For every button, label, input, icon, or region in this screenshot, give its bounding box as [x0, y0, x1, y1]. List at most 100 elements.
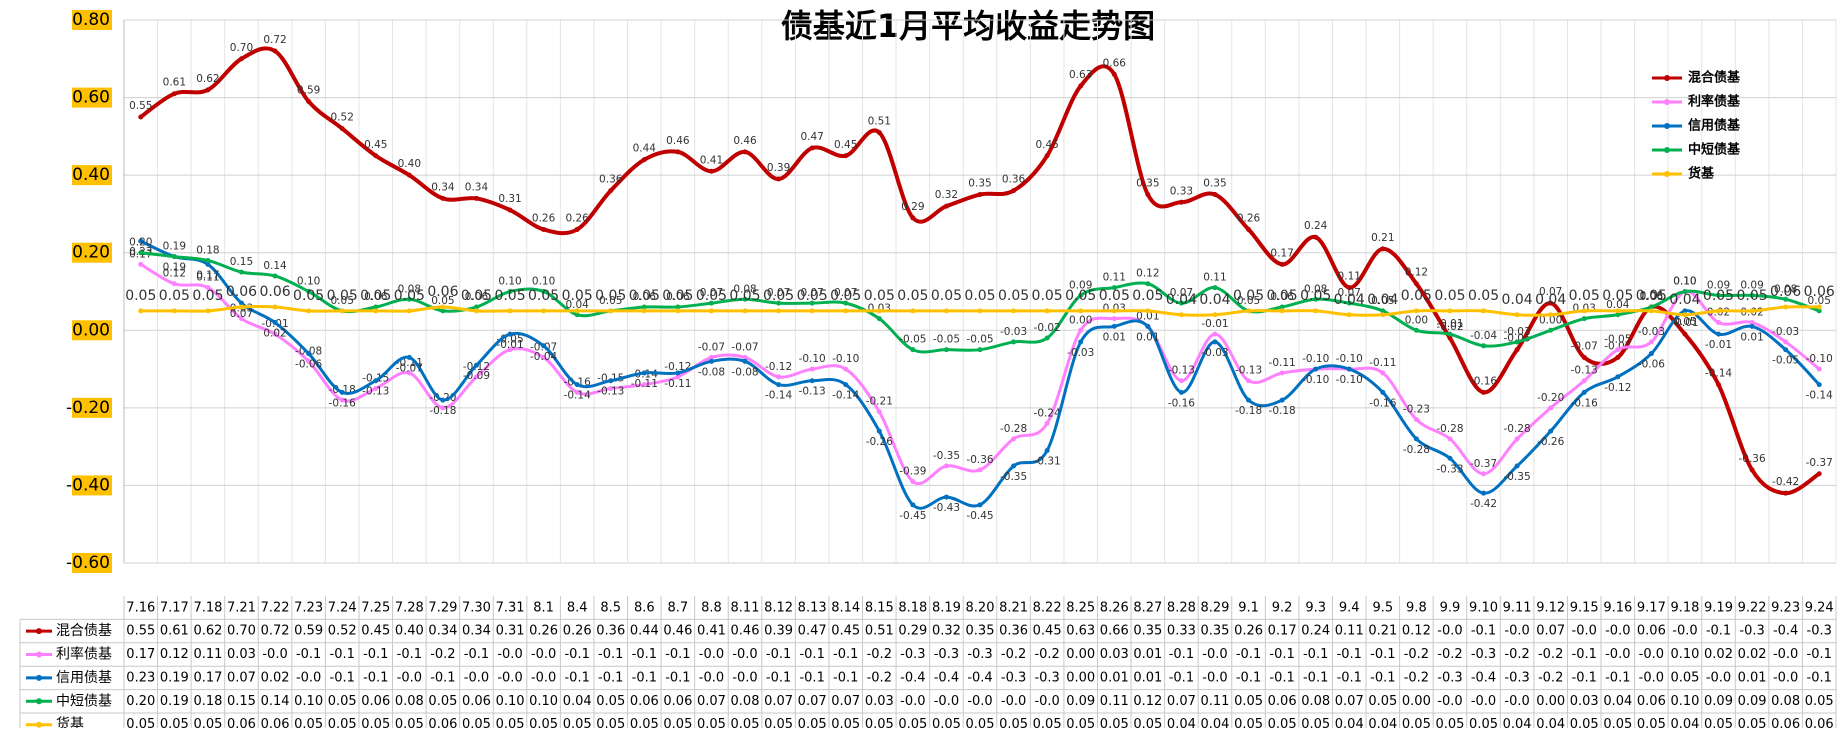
data-label: -0.11: [1369, 357, 1396, 369]
point: [1481, 490, 1487, 496]
point: [1682, 308, 1688, 314]
point: [272, 331, 278, 337]
point: [1178, 199, 1184, 205]
data-label: 0.20: [129, 237, 152, 249]
table-cell: -0.1: [430, 670, 455, 685]
point: [1548, 405, 1554, 411]
point: [272, 304, 278, 310]
data-label: -0.05: [1604, 334, 1631, 346]
data-label: -0.14: [1705, 368, 1732, 380]
table-cell: 0.07: [227, 670, 256, 685]
point: [1246, 397, 1252, 403]
data-label: -0.01: [1436, 318, 1463, 330]
table-key-dot: [36, 628, 42, 635]
x-tick-label: 8.25: [1066, 601, 1095, 616]
x-tick-label: 9.8: [1406, 601, 1427, 616]
point: [171, 308, 177, 314]
data-label: -0.37: [1470, 458, 1497, 470]
table-cell: -0.4: [967, 670, 992, 685]
point: [138, 238, 144, 244]
table-cell: -0.0: [531, 647, 556, 662]
table-cell: 0.04: [1368, 717, 1397, 728]
point: [1078, 339, 1084, 345]
data-label: 0.36: [599, 174, 623, 186]
point: [1581, 316, 1587, 322]
data-label: -0.12: [765, 361, 792, 373]
table-cell: -0.1: [1236, 670, 1261, 685]
point: [1111, 308, 1117, 314]
point: [406, 370, 412, 376]
table-key-dot: [36, 698, 42, 705]
data-label: 0.10: [1673, 276, 1696, 288]
data-label: 0.10: [1673, 276, 1696, 288]
table-cell: 0.45: [1033, 624, 1062, 639]
table-cell: 0.15: [227, 694, 256, 709]
point: [272, 48, 278, 54]
data-label: 0.05: [562, 288, 593, 304]
y-tick-bg: [72, 165, 112, 186]
legend-label: 货基: [1688, 166, 1715, 182]
data-label: 0.09: [1069, 279, 1092, 291]
table-cell: -0.0: [1672, 624, 1697, 639]
point: [1212, 339, 1218, 345]
point: [809, 366, 815, 372]
point: [205, 261, 211, 267]
data-label: -0.10: [1336, 353, 1363, 365]
data-label: -0.45: [966, 510, 993, 522]
data-label: 0.04: [1606, 299, 1630, 311]
data-label: 0.05: [192, 288, 223, 304]
point: [1648, 339, 1654, 345]
point: [406, 308, 412, 314]
table-cell: 0.05: [1704, 717, 1733, 728]
point: [1615, 374, 1621, 380]
point: [1246, 226, 1252, 232]
data-label: 0.72: [263, 34, 286, 46]
data-label: 0.08: [1304, 283, 1327, 295]
x-tick-label: 9.11: [1503, 601, 1532, 616]
data-label: 0.10: [498, 276, 521, 288]
point: [1111, 285, 1117, 291]
table-cell: 0.19: [160, 670, 189, 685]
point: [1078, 327, 1084, 333]
table-cell: 0.06: [663, 694, 692, 709]
point: [238, 304, 244, 310]
table-cell: 0.07: [1536, 624, 1565, 639]
data-label: 0.11: [1338, 271, 1361, 283]
point: [675, 304, 681, 310]
table-cell: 0.59: [294, 624, 323, 639]
point: [1413, 416, 1419, 422]
data-label: -0.28: [1504, 423, 1531, 435]
table-cell: -0.0: [732, 670, 757, 685]
data-label: 0.04: [1367, 292, 1398, 308]
x-tick-label: 9.1: [1238, 601, 1259, 616]
data-label: 0.07: [1539, 286, 1562, 298]
point: [1648, 308, 1654, 314]
table-cell: 0.23: [126, 670, 155, 685]
data-label: 0.05: [830, 288, 861, 304]
data-label: 0.05: [696, 288, 727, 304]
data-label: 0.05: [1371, 295, 1394, 307]
table-cell: -0.2: [867, 670, 892, 685]
point: [373, 304, 379, 310]
point: [238, 300, 244, 306]
data-label: -0.02: [1034, 322, 1061, 334]
point: [1078, 83, 1084, 89]
point: [1111, 71, 1117, 77]
data-label: 0.05: [528, 288, 559, 304]
table-cell: -0.0: [1572, 624, 1597, 639]
data-label: 0.32: [935, 189, 958, 201]
data-label: 0.05: [1267, 288, 1298, 304]
data-label: 0.05: [998, 288, 1029, 304]
point: [1044, 308, 1050, 314]
x-tick-label: 7.30: [462, 601, 491, 616]
table-cell: 0.01: [1133, 670, 1162, 685]
y-tick-label: -0.60: [66, 553, 110, 573]
data-label: 0.05: [864, 288, 895, 304]
table-cell: 0.00: [1402, 694, 1431, 709]
data-label: 0.51: [868, 115, 891, 127]
table-cell: -0.1: [1370, 647, 1395, 662]
table-cell: 0.09: [1066, 694, 1095, 709]
data-label: 0.00: [1539, 314, 1562, 326]
table-cell: -0.2: [430, 647, 455, 662]
point: [1783, 490, 1789, 496]
